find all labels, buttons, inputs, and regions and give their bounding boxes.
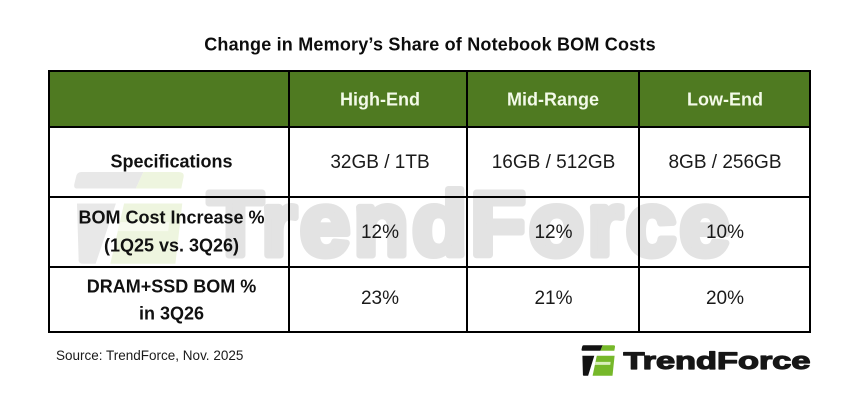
svg-text:TrendForce: TrendForce <box>624 348 811 375</box>
svg-text:TrendForce: TrendForce <box>208 175 733 275</box>
